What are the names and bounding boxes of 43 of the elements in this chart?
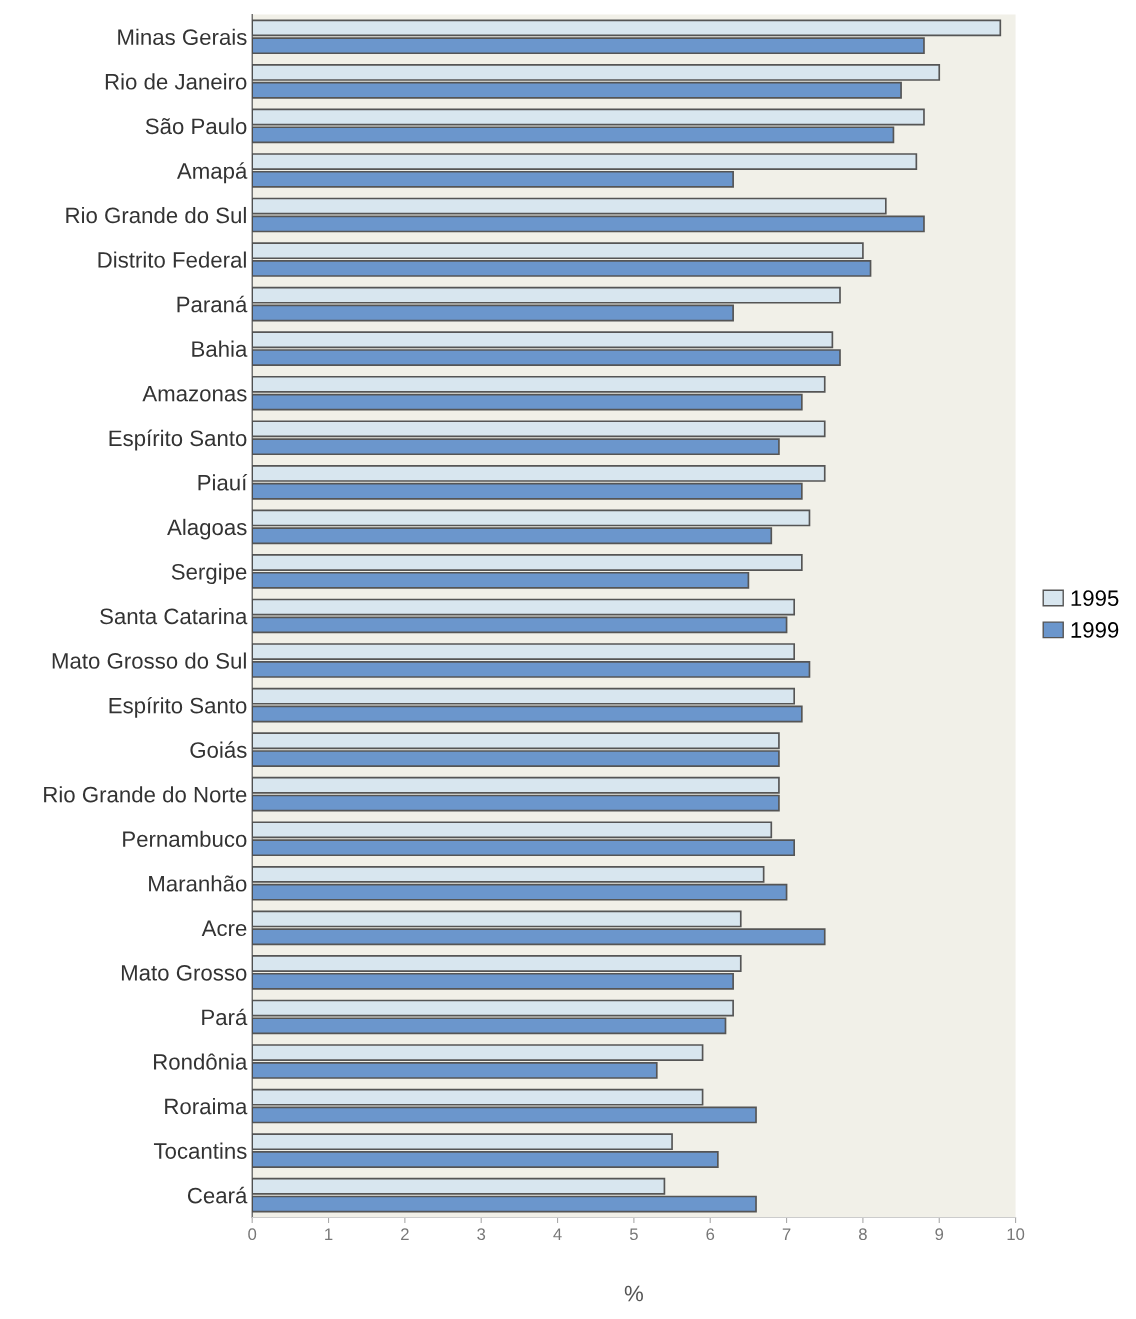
bar — [252, 197, 887, 215]
y-tick-label: Minas Gerais — [118, 28, 247, 46]
bar — [252, 215, 925, 233]
y-tick-label: Mato Grosso — [121, 964, 247, 981]
y-tick-label: Ceará — [187, 1186, 248, 1204]
y-tick-label: Roraima — [165, 1098, 248, 1115]
y-tick-label: Acre — [201, 920, 247, 937]
x-tick-label: 3 — [477, 1228, 486, 1241]
legend-label: 1995 — [1071, 590, 1119, 607]
y-tick-label: Bahia — [192, 340, 248, 357]
y-tick-label: Pernambuco — [123, 830, 247, 848]
y-tick-label: Espírito Santo — [109, 429, 247, 451]
y-tick-label: Maranhão — [149, 875, 247, 892]
x-tick-label: 7 — [782, 1228, 791, 1240]
y-tick-label: Tocantins — [153, 1142, 247, 1159]
x-tick-label: 6 — [706, 1228, 715, 1241]
y-tick-label: Santa Catarina — [100, 607, 248, 625]
y-tick-label: Piauí — [198, 474, 248, 491]
y-tick-label: Rio Grande do Norte — [44, 786, 247, 803]
x-tick-label: 2 — [401, 1228, 409, 1240]
y-tick-label: Amapá — [176, 162, 248, 184]
x-tick-label: 8 — [859, 1228, 867, 1241]
x-tick-label: 0 — [248, 1228, 257, 1241]
y-tick-label: Rio de Janeiro — [105, 73, 247, 90]
y-tick-label: Espírito Santo — [109, 696, 247, 718]
x-tick-label: 4 — [553, 1228, 562, 1240]
y-tick-label: Amazonas — [142, 385, 247, 402]
x-tick-label: 1 — [325, 1228, 333, 1240]
legend-label: 1999 — [1071, 622, 1119, 638]
y-tick-label: Rondônia — [154, 1053, 248, 1070]
y-tick-label: Paraná — [177, 295, 248, 313]
y-tick-label: Mato Grosso do Sul — [52, 652, 246, 669]
y-tick-label: Distrito Federal — [98, 251, 246, 268]
y-tick-label: São Paulo — [145, 117, 247, 135]
x-tick-label: 5 — [629, 1228, 638, 1241]
x-tick-label: 9 — [935, 1228, 944, 1241]
x-axis-title: % — [624, 1285, 643, 1302]
y-tick-label: Goiás — [190, 741, 247, 758]
x-tick-label: 10 — [1007, 1228, 1025, 1241]
y-tick-label: Alagoas — [167, 518, 247, 540]
y-tick-label: Pará — [202, 1008, 248, 1026]
y-tick-label: Rio Grande do Sul — [66, 206, 246, 224]
y-tick-label: Sergipe — [171, 563, 247, 585]
